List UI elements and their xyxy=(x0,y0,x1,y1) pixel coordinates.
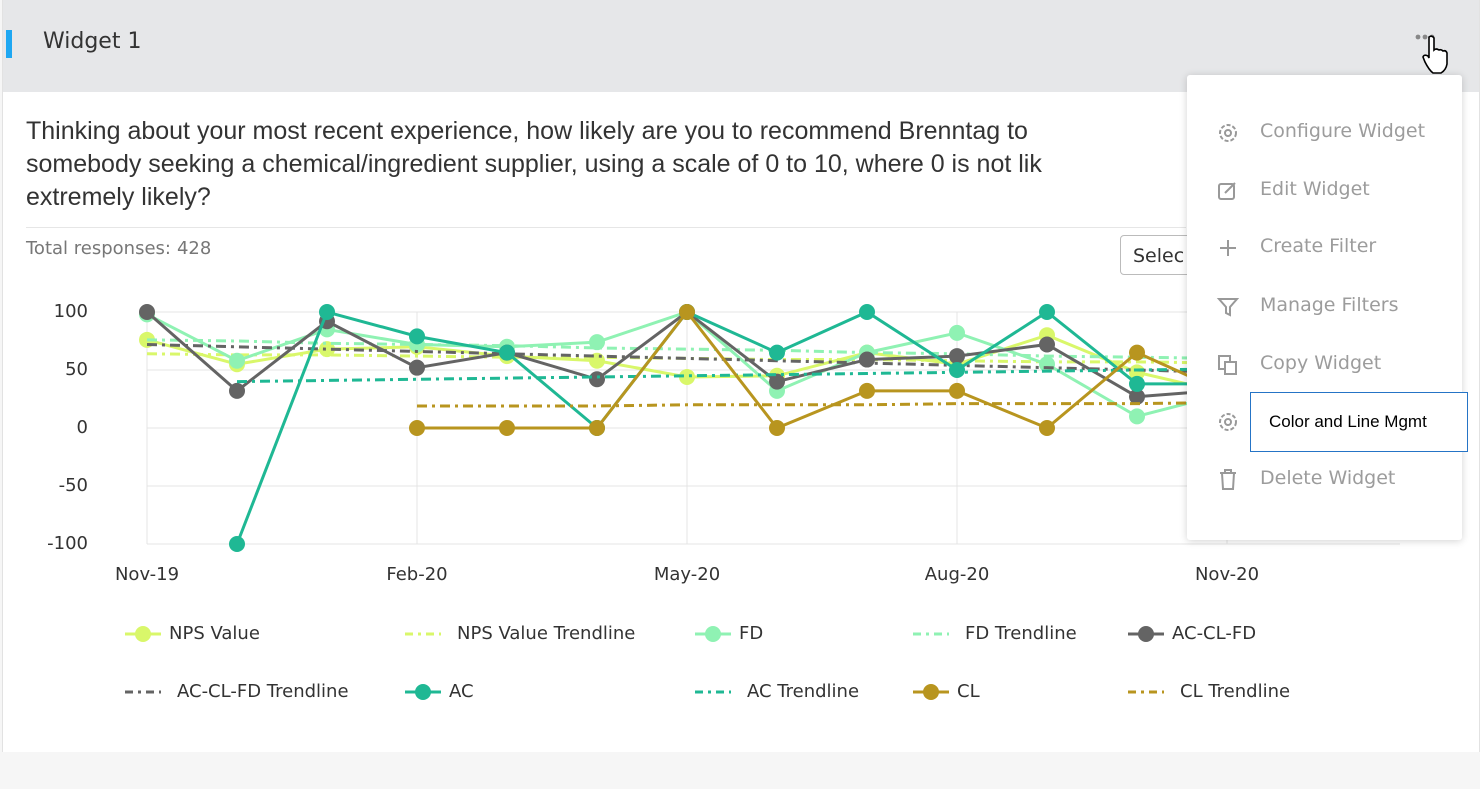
menu-item[interactable]: Copy Widget xyxy=(1187,342,1462,386)
data-point xyxy=(319,304,335,320)
x-tick-label: Aug-20 xyxy=(925,564,990,585)
widget-title: Widget 1 xyxy=(43,29,142,54)
header-accent xyxy=(6,30,12,58)
menu-label: Create Filter xyxy=(1260,235,1377,257)
data-point xyxy=(499,344,515,361)
data-point xyxy=(229,352,245,369)
data-point xyxy=(409,420,425,436)
data-point xyxy=(859,304,875,320)
data-point xyxy=(949,348,965,365)
menu-item[interactable]: Delete Widget xyxy=(1187,457,1462,501)
data-point xyxy=(1129,344,1145,361)
y-tick-label: -100 xyxy=(47,533,88,554)
data-point xyxy=(139,304,155,320)
data-point xyxy=(679,368,695,385)
menu-label: Delete Widget xyxy=(1260,467,1396,489)
data-point xyxy=(409,359,425,376)
legend-label: CL xyxy=(957,681,980,702)
question-line: Thinking about your most recent experien… xyxy=(26,117,1028,145)
total-responses: Total responses: 428 xyxy=(26,238,211,259)
data-point xyxy=(589,371,605,388)
y-tick-label: 100 xyxy=(54,301,88,322)
data-point xyxy=(589,334,605,351)
gear-icon xyxy=(1219,413,1237,431)
legend-label: AC-CL-FD xyxy=(1172,623,1256,644)
data-point xyxy=(859,382,875,399)
legend-label: FD xyxy=(739,623,763,644)
legend-label: NPS Value xyxy=(169,623,260,644)
menu-item[interactable] xyxy=(1187,399,1462,443)
series-line xyxy=(235,310,1227,545)
legend-label: AC-CL-FD Trendline xyxy=(177,681,349,702)
data-point xyxy=(1039,336,1055,353)
data-point xyxy=(949,362,965,378)
legend-label: CL Trendline xyxy=(1180,681,1290,702)
data-point xyxy=(229,536,245,552)
data-point xyxy=(319,341,335,358)
legend-label: NPS Value Trendline xyxy=(457,623,635,644)
data-point xyxy=(949,324,965,341)
question-line: extremely likely? xyxy=(26,183,211,211)
legend-marker xyxy=(705,626,721,642)
trash-icon xyxy=(1220,469,1236,490)
trendline xyxy=(417,400,1228,408)
y-tick-label: -50 xyxy=(59,475,88,496)
total-label: Total responses: xyxy=(26,238,171,259)
question-line: somebody seeking a chemical/ingredient s… xyxy=(26,150,1042,178)
legend-marker xyxy=(923,684,939,700)
data-point xyxy=(859,351,875,368)
data-point xyxy=(409,328,425,345)
menu-label: Edit Widget xyxy=(1260,178,1370,200)
legend-label: AC xyxy=(449,681,474,702)
context-menu: Configure Widget Edit Widget Create Filt… xyxy=(1187,75,1462,540)
x-tick-label: May-20 xyxy=(654,564,720,585)
data-point xyxy=(589,420,605,436)
menu-item[interactable]: Create Filter xyxy=(1187,225,1462,269)
menu-item-highlighted[interactable]: Color and Line Mgmt xyxy=(1250,392,1468,452)
legend-label: FD Trendline xyxy=(965,623,1077,644)
menu-item[interactable]: Configure Widget xyxy=(1187,110,1462,154)
x-tick-label: Nov-20 xyxy=(1195,564,1259,585)
data-point xyxy=(769,373,785,390)
data-point xyxy=(1039,304,1055,320)
y-tick-label: 50 xyxy=(65,359,88,380)
menu-label: Copy Widget xyxy=(1260,352,1382,374)
gear-icon xyxy=(1219,124,1237,142)
legend-marker xyxy=(135,626,151,642)
data-point xyxy=(499,420,515,436)
cursor xyxy=(1422,35,1448,74)
copy-icon xyxy=(1218,355,1237,375)
x-tick-label: Feb-20 xyxy=(386,564,447,585)
series-line xyxy=(417,309,1228,430)
trendline xyxy=(236,367,1228,384)
menu-item[interactable]: Edit Widget xyxy=(1187,168,1462,212)
data-point xyxy=(949,382,965,399)
legend-marker xyxy=(1138,626,1154,642)
data-point xyxy=(1039,420,1055,436)
data-point xyxy=(1129,375,1145,392)
separator xyxy=(26,227,1186,228)
data-point xyxy=(1129,364,1145,381)
total-value: 428 xyxy=(176,238,212,259)
legend-marker xyxy=(415,684,431,700)
menu-item[interactable]: Manage Filters xyxy=(1187,284,1462,328)
data-point xyxy=(1129,408,1145,425)
data-point xyxy=(679,304,695,320)
data-point xyxy=(769,344,785,361)
data-point xyxy=(769,420,785,436)
data-point xyxy=(229,382,245,399)
plus-icon xyxy=(1220,240,1236,256)
filter-icon xyxy=(1216,298,1240,317)
edit-icon xyxy=(1218,182,1236,200)
menu-label: Manage Filters xyxy=(1260,294,1399,316)
trendline xyxy=(146,342,1228,374)
trendline xyxy=(146,338,1228,360)
legend-label: AC Trendline xyxy=(747,681,859,702)
menu-label: Configure Widget xyxy=(1260,120,1426,142)
data-point xyxy=(1129,388,1145,405)
x-tick-label: Nov-19 xyxy=(115,564,179,585)
y-tick-label: 0 xyxy=(77,417,88,438)
